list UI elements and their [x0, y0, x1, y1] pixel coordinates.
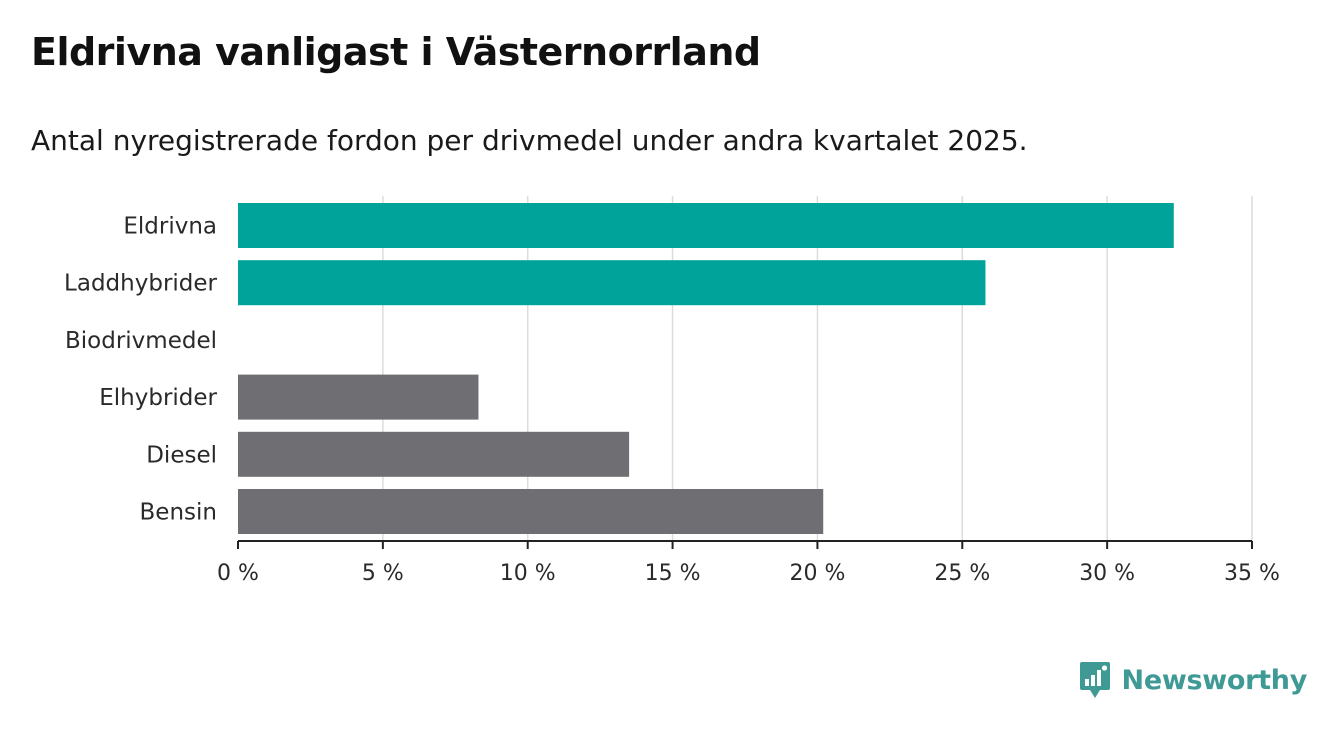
bar-eldrivna [238, 203, 1174, 248]
category-label: Biodrivmedel [65, 328, 217, 354]
x-tick-label: 5 % [362, 561, 404, 586]
brand-logo: Newsworthy [1078, 660, 1307, 700]
x-tick-label: 0 % [217, 561, 259, 586]
x-tick-label: 30 % [1079, 561, 1135, 586]
category-label: Laddhybrider [64, 271, 217, 297]
x-tick-label: 10 % [500, 561, 556, 586]
brand-name: Newsworthy [1121, 664, 1308, 696]
bar-diesel [238, 431, 630, 477]
bar-chart: Eldrivna Laddhybrider Biodrivmedel Elhybrid… [64, 196, 1280, 586]
category-label: Diesel [146, 442, 217, 468]
category-label: Eldrivna [123, 214, 217, 240]
newsworthy-logo-icon [1079, 662, 1110, 698]
bar-bensin [238, 489, 824, 534]
chart-title: Eldrivna vanligast i Västernorrland [31, 30, 761, 74]
x-tick-label: 25 % [934, 561, 990, 586]
bar-elhybrider [238, 374, 479, 420]
category-label: Elhybrider [99, 385, 217, 411]
x-tick-label: 35 % [1224, 561, 1280, 586]
gridlines [382, 196, 1253, 541]
category-label: Bensin [140, 500, 217, 526]
category-labels: Eldrivna Laddhybrider Biodrivmedel Elhybrid… [64, 214, 217, 526]
x-tick-label: 15 % [645, 561, 701, 586]
x-axis: 0 % 5 % 10 % 15 % 20 % 25 % 30 % 35 % [217, 540, 1280, 586]
bar-laddhybrider [238, 260, 986, 306]
x-tick-label: 20 % [789, 561, 845, 586]
chart-subtitle: Antal nyregistrerade fordon per drivmede… [31, 124, 1028, 157]
bars [238, 203, 1174, 534]
